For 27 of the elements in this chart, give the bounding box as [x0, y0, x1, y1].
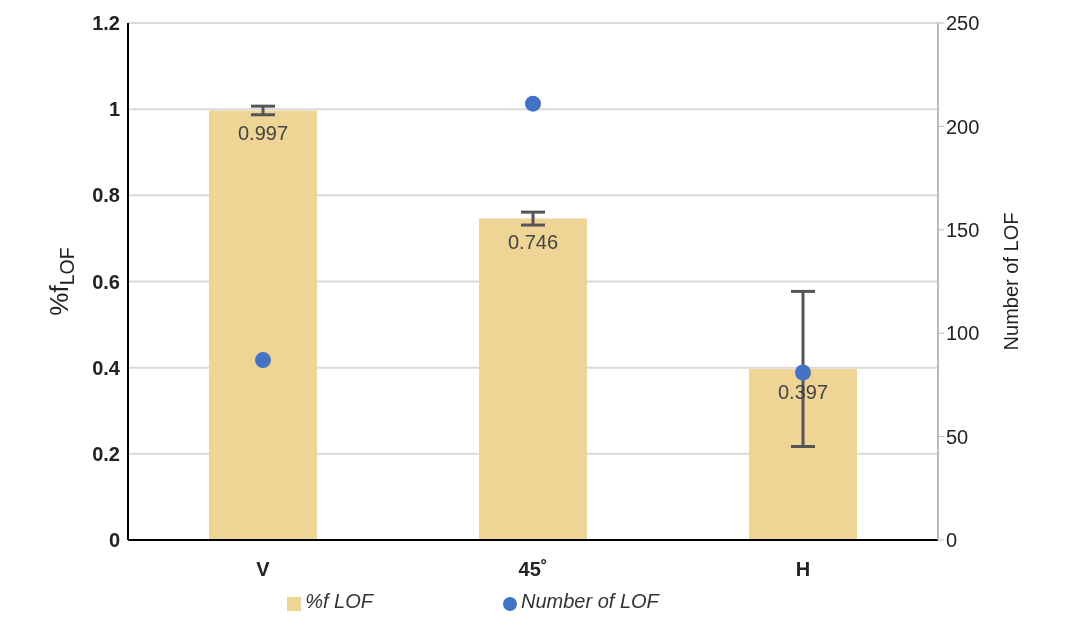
bar [749, 368, 857, 540]
y-tick-label: 0.4 [92, 356, 121, 379]
y2-tick-label: 0 [946, 529, 958, 552]
y-tick-label: 0.2 [92, 442, 120, 465]
point [525, 95, 541, 112]
y2-tick-label: 100 [946, 322, 980, 345]
x-tick-label: 45˚ [518, 558, 548, 581]
y2-tick-label: 250 [946, 12, 980, 35]
point [255, 352, 271, 369]
y2-tick-label: 200 [946, 115, 980, 138]
data-label: 0.997 [237, 122, 289, 145]
y-tick-label: 0.6 [92, 270, 120, 293]
y2-tick-label: 150 [946, 218, 980, 241]
bar [209, 110, 317, 540]
point [795, 364, 811, 381]
y-tick-label: 0 [108, 529, 120, 552]
y-tick-label: 1.2 [92, 12, 120, 35]
data-label: 0.746 [507, 230, 559, 253]
y-tick-label: 0.8 [92, 184, 120, 207]
x-tick-label: H [795, 558, 811, 581]
y2-tick-label: 50 [946, 425, 969, 448]
y-tick-label: 1 [108, 98, 120, 121]
y2-axis-title: Number of LOF [1000, 212, 1022, 351]
legend-label: Number of LOF [520, 590, 659, 612]
bar [479, 218, 587, 540]
legend-label: %f LOF [305, 590, 373, 612]
x-tick-label: V [256, 558, 271, 581]
